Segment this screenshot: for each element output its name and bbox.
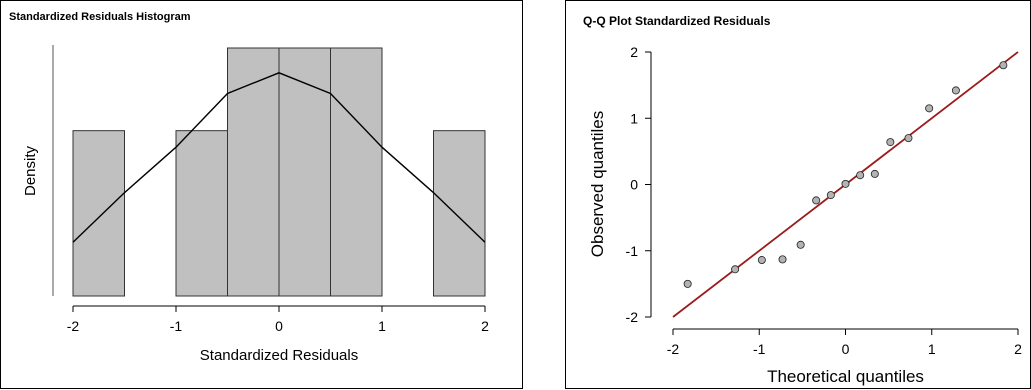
y-axis-label: Density bbox=[22, 145, 39, 196]
data-point bbox=[812, 196, 821, 205]
y-tick-label: 2 bbox=[630, 44, 638, 60]
data-point bbox=[856, 171, 865, 180]
data-point bbox=[796, 240, 805, 249]
data-point bbox=[951, 86, 960, 95]
x-tick-label: 1 bbox=[928, 341, 936, 357]
data-point bbox=[757, 256, 766, 265]
x-tick-label: 0 bbox=[842, 341, 850, 357]
x-tick-label: 1 bbox=[378, 318, 386, 334]
y-axis-label: Observed quantiles bbox=[588, 111, 607, 257]
x-tick-label: -2 bbox=[667, 341, 680, 357]
histogram-bar bbox=[278, 47, 331, 297]
data-point bbox=[904, 134, 913, 143]
y-tick-label: 0 bbox=[630, 177, 638, 193]
histogram-bar bbox=[433, 130, 486, 297]
x-axis-label: Theoretical quantiles bbox=[767, 367, 924, 386]
data-point bbox=[870, 169, 879, 178]
histogram-bar bbox=[175, 130, 228, 297]
histogram-bar bbox=[72, 130, 125, 297]
density-curve bbox=[72, 72, 486, 243]
x-tick-label: 0 bbox=[275, 318, 283, 334]
qq-plot-title: Q-Q Plot Standardized Residuals bbox=[583, 14, 771, 28]
x-axis-label: Standardized Residuals bbox=[200, 347, 358, 364]
x-tick-label: -1 bbox=[753, 341, 766, 357]
y-tick-label: -2 bbox=[626, 309, 639, 325]
data-point bbox=[999, 61, 1008, 70]
data-point bbox=[886, 138, 895, 147]
x-tick-label: 2 bbox=[481, 318, 489, 334]
y-tick-label: -1 bbox=[626, 243, 639, 259]
qq-plot-panel: Q-Q Plot Standardized Residuals -2 -1 0 1 2-… bbox=[565, 0, 1031, 389]
histogram-bar bbox=[330, 47, 383, 297]
qq-plot-chart: -2 -1 0 1 2 -2 -1 0 1 2 Theoretical quantiles Obser… bbox=[588, 44, 1022, 386]
data-point bbox=[778, 255, 787, 264]
data-point bbox=[731, 265, 740, 274]
histogram-chart: -2 -1 0 1 2 Standardized Residuals Density bbox=[22, 45, 489, 364]
data-point bbox=[826, 191, 835, 200]
histogram-title: Standardized Residuals Histogram bbox=[9, 11, 191, 23]
data-point bbox=[841, 179, 850, 188]
data-point bbox=[925, 104, 934, 113]
x-tick-label: 2 bbox=[1014, 341, 1022, 357]
data-point bbox=[683, 279, 692, 288]
histogram-bar bbox=[227, 47, 280, 297]
x-tick-label: -2 bbox=[67, 318, 80, 334]
x-tick-label: -1 bbox=[170, 318, 183, 334]
histogram-panel: Standardized Residuals Histogram -2 -1 0 1 2… bbox=[0, 0, 523, 389]
y-tick-label: 1 bbox=[630, 110, 638, 126]
